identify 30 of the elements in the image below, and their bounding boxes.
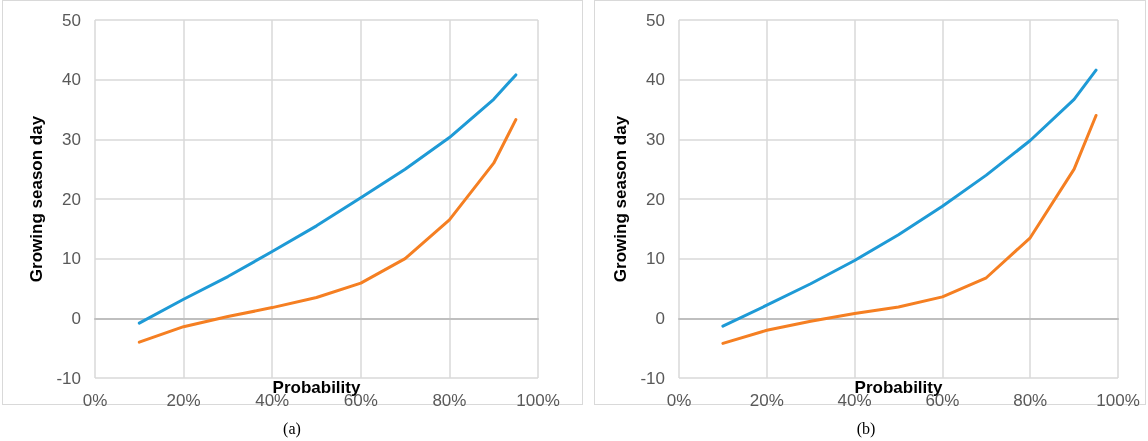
y-axis-title: Growing season day (27, 115, 46, 283)
text: (a) (283, 419, 301, 438)
y-tick-label: 20 (62, 189, 81, 209)
line-series (721, 113, 1098, 345)
x-tick-label: 20% (166, 391, 201, 410)
line-series (721, 68, 1098, 328)
y-tick-label: 20 (646, 189, 665, 209)
line-series (137, 118, 518, 344)
y-axis-title: Growing season day (611, 115, 630, 283)
text: (b) (856, 419, 876, 438)
y-tick-label: -10 (56, 368, 81, 388)
x-tick-label: 80% (432, 391, 467, 410)
y-tick-label: 0 (655, 308, 665, 328)
line-series (137, 73, 518, 325)
x-tick-label: 0% (82, 391, 108, 410)
x-tick-label: 80% (1013, 391, 1048, 410)
x-tick-label: 100% (516, 391, 560, 410)
x-tick-label: 20% (749, 391, 784, 410)
y-tick-label: 50 (646, 10, 665, 30)
y-tick-label: 10 (62, 249, 81, 269)
y-tick-label: 50 (62, 10, 81, 30)
y-tick-label: 0 (71, 308, 81, 328)
x-tick-label: 0% (666, 391, 692, 410)
y-tick-label: 30 (646, 129, 665, 149)
y-tick-label: 30 (62, 129, 81, 149)
y-tick-label: -10 (640, 368, 665, 388)
y-tick-label: 40 (646, 70, 665, 90)
x-tick-label: 100% (1096, 391, 1140, 410)
y-tick-label: 10 (646, 249, 665, 269)
y-tick-label: 40 (62, 70, 81, 90)
